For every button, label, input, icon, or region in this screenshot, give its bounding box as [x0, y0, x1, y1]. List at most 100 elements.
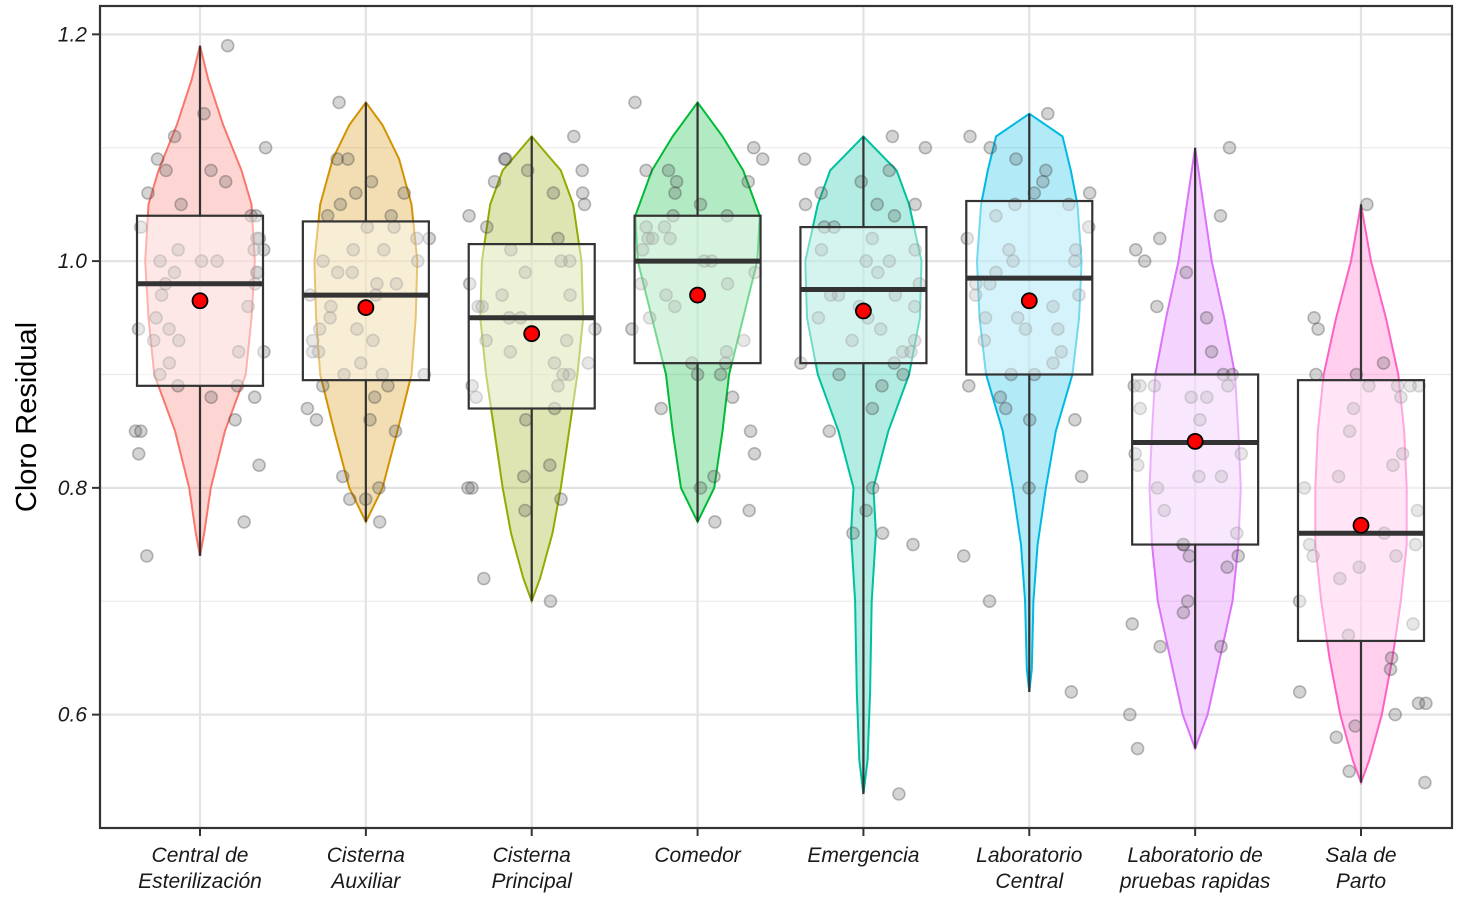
data-point	[324, 299, 338, 314]
data-point	[998, 401, 1013, 416]
data-point	[258, 140, 273, 155]
data-point	[1082, 186, 1097, 200]
data-point	[220, 38, 235, 53]
data-point	[755, 152, 770, 166]
data-point	[1133, 401, 1147, 416]
data-point	[554, 492, 568, 507]
x-tick-label-line: pruebas rapidas	[1119, 870, 1271, 893]
data-point	[562, 254, 577, 268]
data-point	[1064, 685, 1079, 699]
data-point	[814, 186, 829, 200]
mean-marker	[1186, 432, 1204, 450]
x-tick-label: Comedor	[654, 844, 741, 867]
data-point	[1292, 594, 1307, 609]
data-point	[870, 197, 885, 212]
data-point	[1009, 152, 1023, 166]
data-point	[162, 356, 177, 370]
data-point	[1179, 265, 1194, 280]
data-point	[1157, 503, 1172, 518]
data-point	[1220, 560, 1234, 575]
data-point	[719, 344, 734, 359]
data-point	[150, 152, 165, 166]
data-point	[635, 243, 650, 257]
data-point	[725, 390, 740, 405]
data-point	[1153, 231, 1167, 246]
data-point	[518, 265, 533, 280]
data-point	[1039, 163, 1053, 178]
data-point	[1383, 662, 1398, 677]
data-point	[907, 299, 922, 314]
data-point	[661, 163, 676, 178]
data-point	[865, 231, 880, 246]
data-point	[1342, 424, 1357, 439]
data-point	[167, 265, 182, 280]
data-point	[153, 254, 167, 268]
data-point	[498, 152, 513, 166]
data-point	[982, 594, 997, 609]
data-point	[641, 231, 655, 246]
data-point	[162, 322, 176, 336]
data-point	[873, 322, 888, 336]
data-point	[1046, 299, 1060, 314]
jitter-points	[128, 38, 1433, 801]
data-point	[149, 310, 163, 325]
data-point	[366, 333, 380, 348]
data-point	[968, 288, 983, 302]
data-point	[956, 549, 971, 563]
data-point	[1376, 356, 1391, 370]
x-tick-label-line: Emergencia	[807, 844, 919, 867]
data-point	[797, 152, 812, 166]
data-point	[885, 129, 900, 144]
data-point	[128, 424, 143, 439]
x-tick-label: Emergencia	[807, 844, 919, 867]
violin-shape	[1314, 204, 1408, 786]
data-point	[410, 254, 425, 268]
data-point	[461, 481, 475, 495]
data-point	[654, 401, 669, 416]
data-point	[822, 424, 837, 439]
data-point	[1388, 707, 1402, 722]
data-point	[551, 378, 565, 393]
x-tick-label-line: Cisterna	[493, 844, 571, 867]
mean-marker	[1352, 516, 1370, 534]
data-point	[167, 129, 182, 144]
x-tick-label-line: Central	[995, 870, 1064, 893]
data-point	[316, 254, 330, 268]
data-point	[1068, 243, 1083, 257]
mean-marker	[855, 302, 872, 320]
data-point	[845, 333, 859, 348]
data-point	[814, 243, 829, 257]
data-point	[462, 209, 476, 223]
data-point	[707, 469, 721, 484]
data-point	[495, 288, 509, 302]
data-point	[516, 469, 531, 484]
y-axis: 0.6 0.8 1.0 1.2	[58, 23, 100, 727]
data-point	[1222, 140, 1237, 155]
data-point	[333, 197, 348, 212]
data-point	[350, 322, 364, 336]
data-point	[896, 367, 910, 382]
data-point	[475, 299, 490, 314]
data-point	[1192, 469, 1206, 484]
data-point	[865, 481, 880, 495]
data-point	[542, 458, 557, 473]
x-tick-label: Laboratorio Central	[976, 844, 1083, 893]
data-point	[854, 174, 869, 189]
boxplots	[135, 45, 1426, 794]
x-tick-label: Central de Esterilización	[138, 844, 262, 893]
data-point	[882, 254, 897, 268]
data-point	[747, 446, 762, 461]
data-point	[140, 549, 154, 563]
data-point	[547, 356, 562, 370]
data-point	[1213, 209, 1228, 223]
box	[1131, 373, 1260, 546]
data-point	[1311, 322, 1325, 336]
data-point	[300, 401, 315, 416]
data-point	[693, 197, 708, 212]
data-point	[1125, 617, 1139, 631]
data-point	[370, 276, 384, 291]
data-point	[346, 243, 361, 257]
x-axis: Central de Esterilización Cisterna Auxiliar…	[138, 828, 1397, 893]
data-point	[1147, 378, 1162, 393]
data-point	[353, 356, 368, 370]
